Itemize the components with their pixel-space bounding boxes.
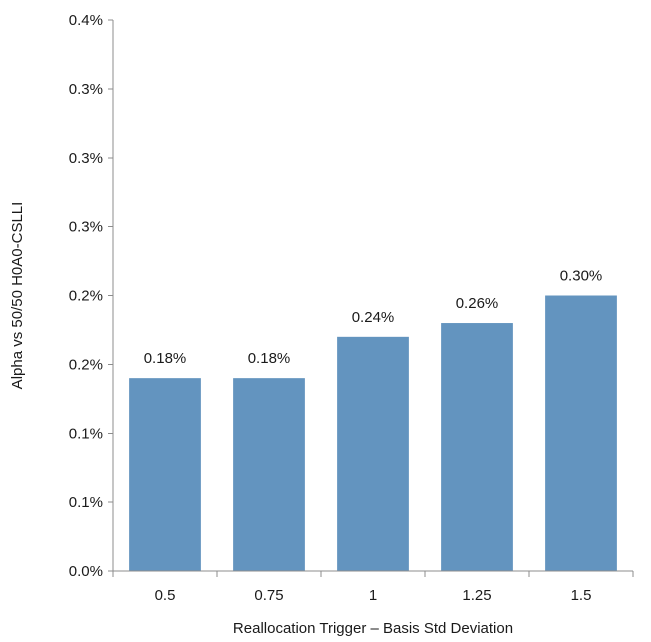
data-label: 0.30% — [560, 268, 603, 285]
x-tick-label: 0.75 — [254, 587, 283, 604]
y-axis-title: Alpha vs 50/50 H0A0-CSLLI — [9, 202, 26, 390]
bars — [129, 295, 617, 571]
x-tick-label: 1 — [369, 587, 377, 604]
y-axis-ticks: 0.0% 0.1% 0.1% 0.2% 0.2% 0.3% 0.3% 0.3% 0.4% — [69, 12, 113, 580]
bar — [545, 295, 617, 571]
y-tick-label: 0.2% — [69, 356, 103, 373]
bar — [233, 378, 305, 571]
x-tick-label: 1.25 — [462, 587, 491, 604]
y-tick-label: 0.1% — [69, 494, 103, 511]
x-axis-title: Reallocation Trigger – Basis Std Deviati… — [233, 620, 513, 637]
bar — [337, 336, 409, 571]
bar — [129, 378, 201, 571]
y-tick-label: 0.0% — [69, 563, 103, 580]
x-tick-label: 1.5 — [571, 587, 592, 604]
data-labels: 0.18% 0.18% 0.24% 0.26% 0.30% — [144, 268, 603, 368]
x-axis-ticks: 0.5 0.75 1 1.25 1.5 — [112, 571, 634, 604]
bar — [441, 323, 513, 571]
data-label: 0.18% — [248, 350, 291, 367]
y-tick-label: 0.3% — [69, 150, 103, 167]
y-tick-label: 0.4% — [69, 12, 103, 29]
y-tick-label: 0.2% — [69, 288, 103, 305]
y-tick-label: 0.3% — [69, 219, 103, 236]
y-tick-label: 0.3% — [69, 81, 103, 98]
data-label: 0.18% — [144, 350, 187, 367]
x-tick-label: 0.5 — [155, 587, 176, 604]
data-label: 0.26% — [456, 295, 499, 312]
data-label: 0.24% — [352, 309, 395, 326]
y-tick-label: 0.1% — [69, 425, 103, 442]
